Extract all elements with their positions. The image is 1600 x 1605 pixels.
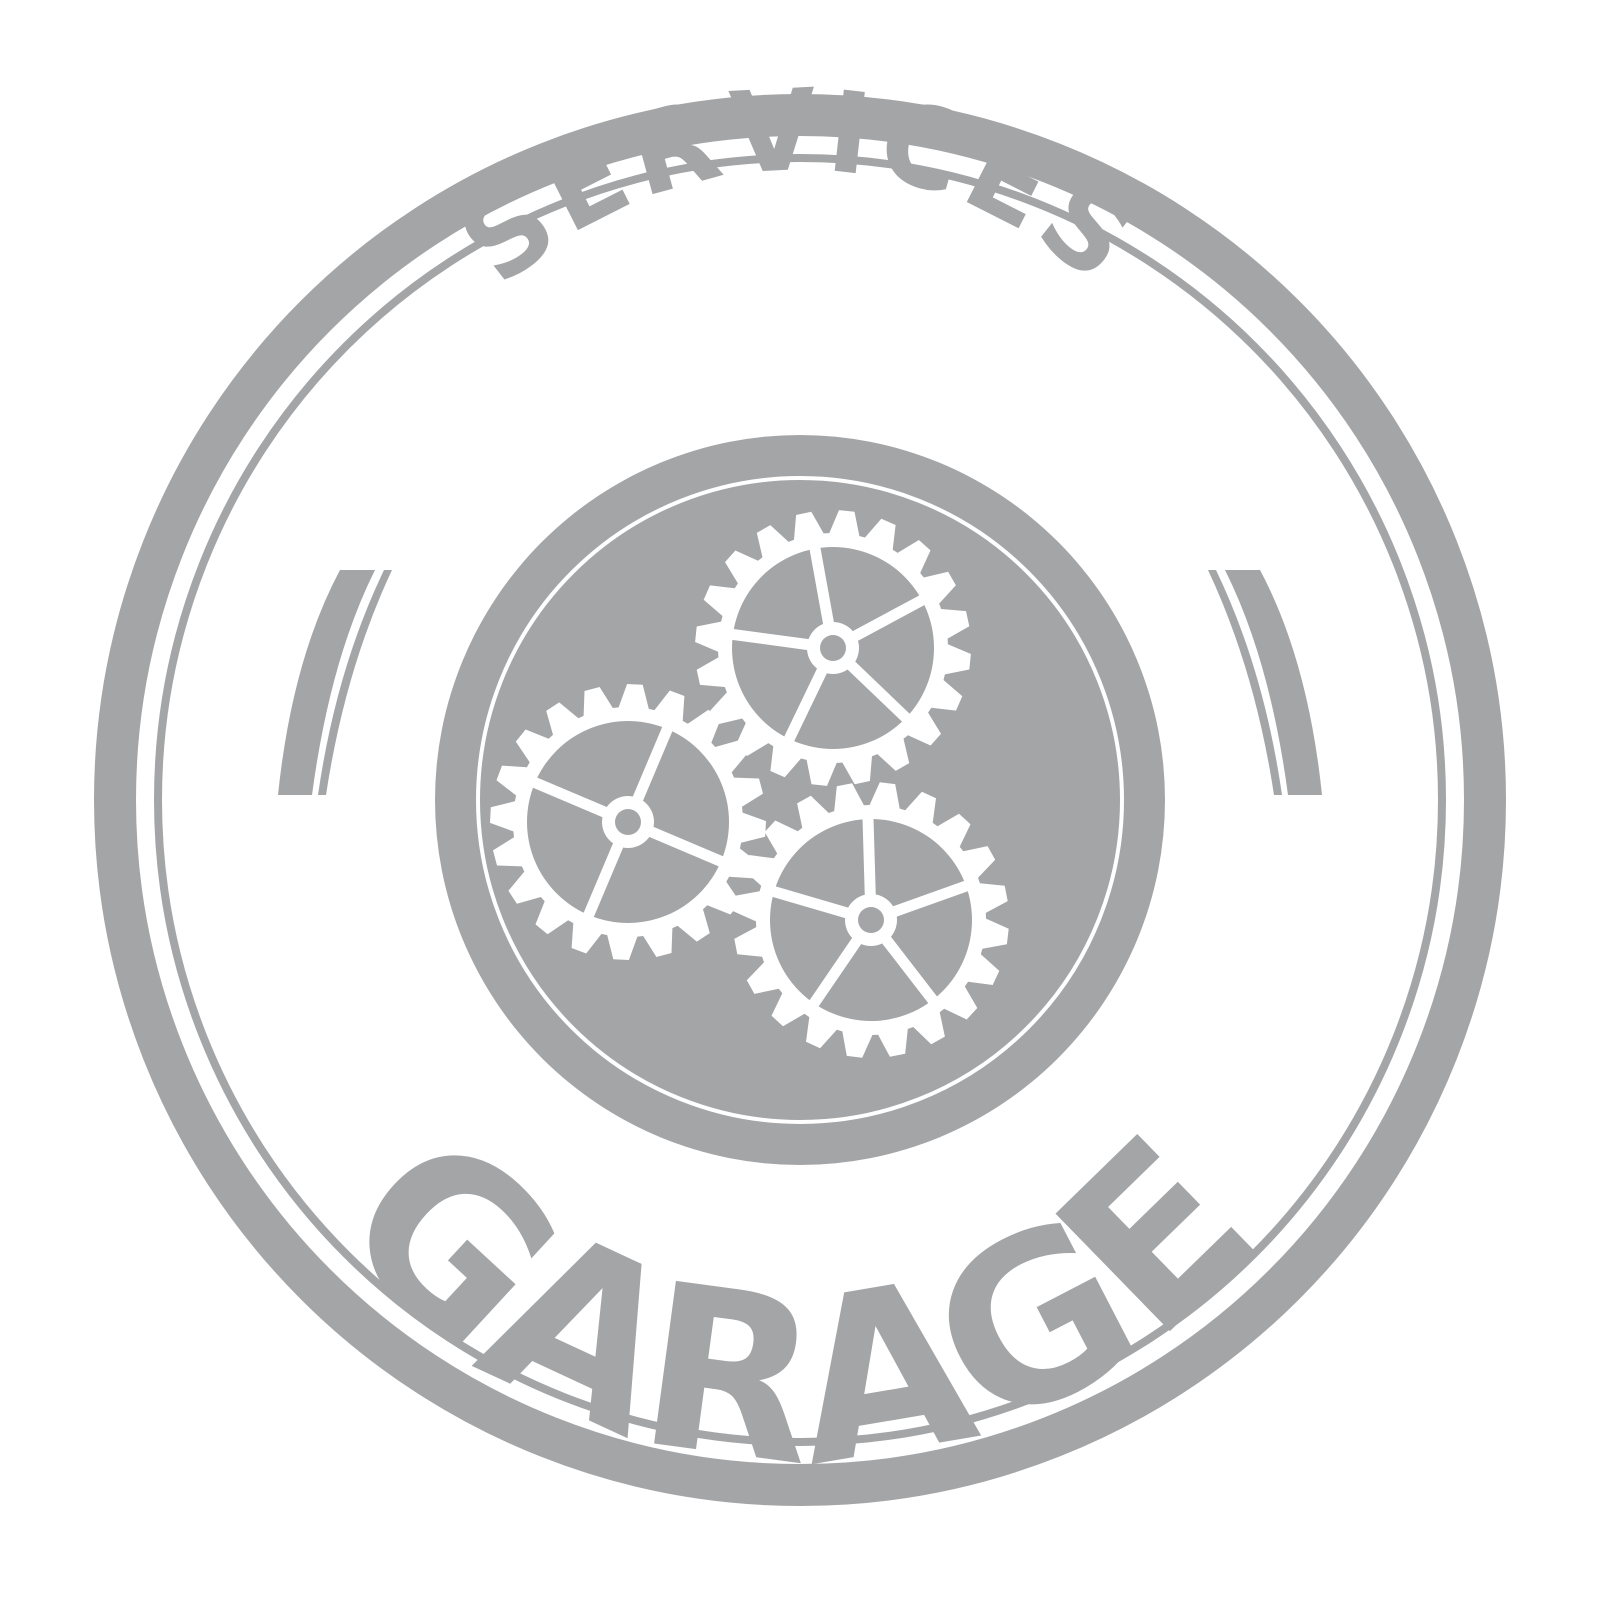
- gear-left: [490, 684, 766, 960]
- badge-top-text: SERVICES: [437, 65, 1164, 310]
- left-dash: [278, 570, 392, 795]
- gear-left-hub-hole: [615, 809, 641, 835]
- outer-inner-ring: [154, 154, 1446, 1446]
- gear-right: [733, 782, 1009, 1058]
- gear-top-hub-hole: [820, 635, 846, 661]
- center-medallion-ring: [476, 476, 1124, 1124]
- gears-icon: [490, 510, 1009, 1058]
- gear-right-hub-hole: [858, 907, 884, 933]
- gear-top: [695, 510, 971, 786]
- outer-ring: [94, 94, 1506, 1506]
- right-dash: [1208, 570, 1322, 795]
